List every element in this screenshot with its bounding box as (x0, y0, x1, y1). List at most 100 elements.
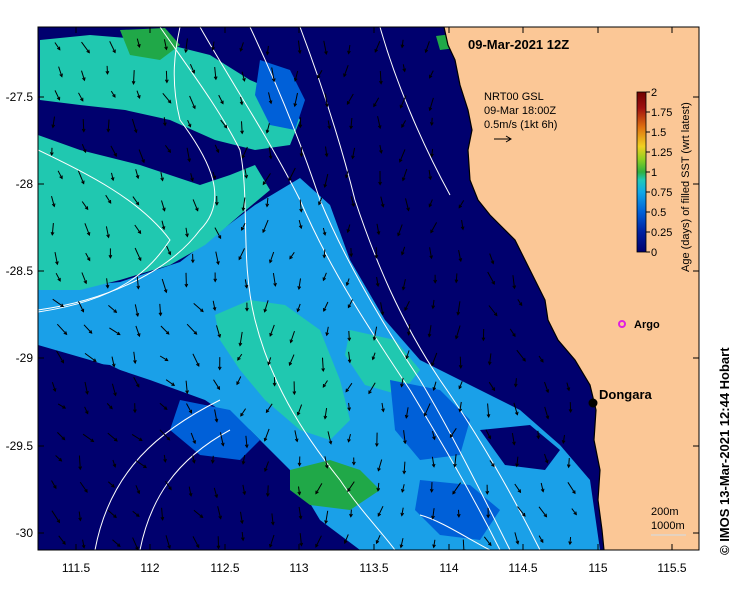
current-arrow (298, 219, 302, 229)
current-legend-time: 09-Mar 18:00Z (484, 105, 556, 117)
y-tick-label: -27.5 (6, 90, 34, 104)
current-arrow (269, 251, 275, 263)
current-arrow (432, 508, 435, 519)
current-arrow-head (244, 174, 249, 179)
current-arrow-head (238, 342, 243, 347)
current-arrow-head (318, 201, 322, 206)
navy-patch-2 (38, 460, 270, 550)
current-arrow-head (347, 337, 352, 342)
current-arrow-head (272, 382, 277, 387)
current-arrow (323, 301, 329, 312)
land (444, 27, 699, 550)
current-arrow (241, 222, 246, 231)
current-arrow-head (400, 512, 405, 517)
current-arrow (346, 278, 350, 286)
current-arrow (237, 353, 243, 361)
current-arrow (186, 403, 192, 414)
current-arrow-head (427, 333, 432, 338)
current-arrow (428, 169, 431, 180)
current-arrow-head (298, 515, 303, 520)
current-arrow-head (430, 153, 434, 158)
current-arrow-head (428, 176, 433, 181)
current-arrow (213, 487, 218, 498)
current-arrow-head (195, 207, 199, 212)
current-arrow-head (407, 331, 411, 336)
current-arrow (81, 41, 90, 53)
argo-float[interactable]: Argo (618, 319, 660, 331)
current-arrow-head (514, 411, 519, 416)
current-arrow (377, 482, 380, 491)
current-arrow-head (81, 544, 86, 549)
current-arrow-head (376, 231, 381, 236)
current-arrow (241, 146, 248, 159)
current-arrow (400, 95, 407, 109)
current-arrow-head (292, 391, 297, 396)
current-arrow-head (289, 255, 293, 260)
current-arrow (430, 222, 438, 233)
current-arrow-head (116, 543, 121, 547)
current-arrow-head (80, 308, 85, 313)
current-arrow (188, 486, 192, 497)
current-arrow (294, 92, 298, 107)
current-arrow-head (133, 360, 137, 365)
current-arrow-head (375, 283, 380, 288)
current-arrow (106, 403, 113, 409)
current-arrow (58, 66, 63, 77)
current-arrow (402, 279, 406, 290)
current-arrow-head (163, 289, 168, 294)
current-arrow-head (238, 256, 242, 261)
current-arrow-head (135, 201, 140, 206)
teal-region-west (38, 135, 270, 290)
current-arrow-head (449, 434, 454, 438)
current-arrow (106, 278, 109, 288)
current-arrow (431, 117, 433, 126)
current-arrow-head (452, 490, 456, 495)
current-arrow-head (191, 69, 195, 74)
current-arrow-head (297, 462, 302, 467)
current-arrow (51, 480, 57, 489)
current-arrow-head (135, 312, 140, 318)
current-arrow-head (262, 181, 267, 186)
current-arrow (262, 173, 271, 185)
current-arrow-head (113, 392, 117, 397)
current-arrow-head (265, 409, 270, 414)
current-arrow (288, 167, 296, 181)
dongara-town[interactable]: Dongara (588, 387, 653, 408)
current-arrow (544, 406, 549, 419)
current-arrow (82, 119, 85, 132)
current-arrow-head (273, 282, 277, 287)
current-arrow (462, 539, 465, 550)
current-arrow (212, 41, 215, 50)
current-arrow (376, 223, 380, 235)
current-arrow (161, 220, 165, 230)
current-arrow (240, 408, 247, 417)
blue-patch-1 (390, 380, 470, 460)
current-arrow-head (293, 77, 298, 82)
current-arrow-head (397, 232, 401, 237)
current-arrow (348, 351, 351, 363)
current-arrow-head (423, 412, 428, 417)
current-arrow (318, 197, 323, 205)
current-arrow (571, 508, 577, 515)
current-arrow (488, 305, 498, 316)
current-arrow (380, 196, 384, 207)
current-arrow (514, 483, 521, 493)
current-arrow (189, 95, 196, 109)
current-arrow (322, 380, 328, 388)
current-arrow (345, 382, 353, 392)
current-arrow-head (515, 540, 520, 545)
current-arrow-head (349, 253, 354, 258)
current-arrow-head (269, 332, 273, 337)
current-arrow (489, 253, 494, 264)
current-arrow (192, 353, 200, 367)
current-arrow-head (241, 154, 246, 159)
current-arrow-head (543, 513, 548, 518)
current-arrow (242, 484, 246, 495)
current-arrow (266, 123, 270, 133)
current-arrow (242, 455, 246, 464)
current-arrow (298, 278, 301, 290)
current-arrow (51, 382, 56, 392)
current-arrow-head (572, 490, 576, 495)
y-tick-label: -29 (16, 351, 34, 365)
current-arrow-head (241, 226, 245, 231)
